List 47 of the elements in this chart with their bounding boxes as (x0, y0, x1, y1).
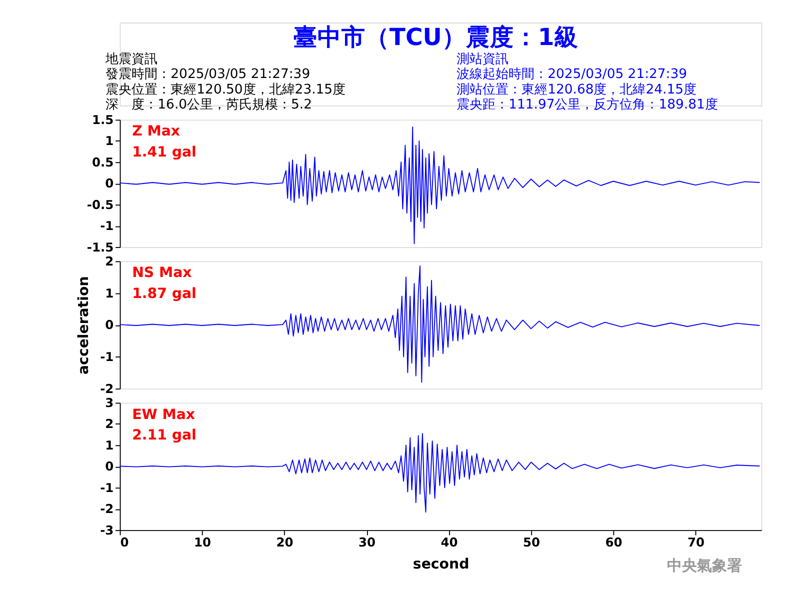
y-tick-label: 1 (105, 286, 114, 300)
y-tick-label: -3 (100, 523, 114, 538)
y-tick-label: -1 (100, 350, 114, 364)
y-tick-label: 3 (105, 396, 114, 410)
y-tick-label: 1 (105, 134, 114, 148)
x-tick-label: 60 (605, 536, 622, 550)
y-tick-label: 0.5 (92, 155, 114, 170)
y-tick-label: 0 (105, 176, 114, 191)
text: 波線起始時間：2025/03/05 21:27:39 (456, 67, 688, 82)
text: 震央位置：東經120.50度，北緯23.15度 (106, 81, 346, 98)
y-tick-label: -1 (100, 219, 114, 234)
x-tick-label: 10 (194, 536, 212, 550)
line-series (119, 126, 760, 244)
y-tick-label: 0 (105, 318, 114, 332)
annotation: 1.41 gal (132, 144, 196, 160)
y-tick-label: 1.5 (92, 112, 114, 127)
text: 發震時間：2025/03/05 21:27:39 (106, 67, 310, 82)
y-tick-label: -1 (100, 480, 114, 495)
x-axis-title: second (412, 556, 470, 572)
y-tick-label: 0 (105, 460, 114, 474)
text: 測站位置：東經120.68度，北緯24.15度 (456, 81, 697, 98)
chart-title: 臺中市（TCU）震度：1級 (293, 23, 578, 52)
y-tick-label: 2 (105, 254, 114, 268)
text: 地震資訊 (104, 52, 158, 68)
text: 深 度：16.0公里，芮氏規模：5.2 (106, 96, 312, 112)
annotation: NS Max (132, 265, 192, 282)
x-tick-label: 0 (120, 536, 129, 550)
annotation: 2.11 gal (132, 428, 196, 444)
x-tick-label: 40 (440, 536, 458, 550)
x-tick-label: 30 (358, 536, 376, 550)
y-tick-label: -1.5 (86, 240, 114, 254)
x-tick-label: 20 (276, 536, 294, 550)
y-axis-title: acceleration (76, 276, 92, 374)
y-tick-label: 2 (105, 417, 114, 432)
annotation: Z Max (132, 124, 180, 140)
text: 測站資訊 (456, 52, 509, 68)
y-tick-label: -2 (100, 382, 114, 396)
annotation: EW Max (132, 406, 195, 423)
line-series (119, 266, 760, 383)
y-tick-label: -0.5 (86, 198, 114, 212)
annotation: 1.87 gal (132, 286, 196, 302)
y-tick-label: -2 (100, 502, 114, 516)
y-tick-label: 1 (105, 438, 114, 452)
x-tick-label: 50 (522, 536, 540, 550)
text: 中央氣象署 (667, 556, 742, 575)
x-tick-label: 70 (687, 536, 705, 550)
text: 震央距：111.97公里，反方位角：189.81度 (456, 96, 718, 112)
